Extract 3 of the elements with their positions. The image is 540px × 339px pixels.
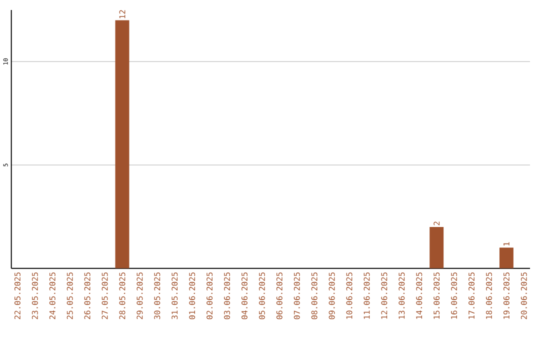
bar — [115, 20, 130, 268]
bar — [430, 226, 444, 268]
bar — [499, 248, 514, 268]
